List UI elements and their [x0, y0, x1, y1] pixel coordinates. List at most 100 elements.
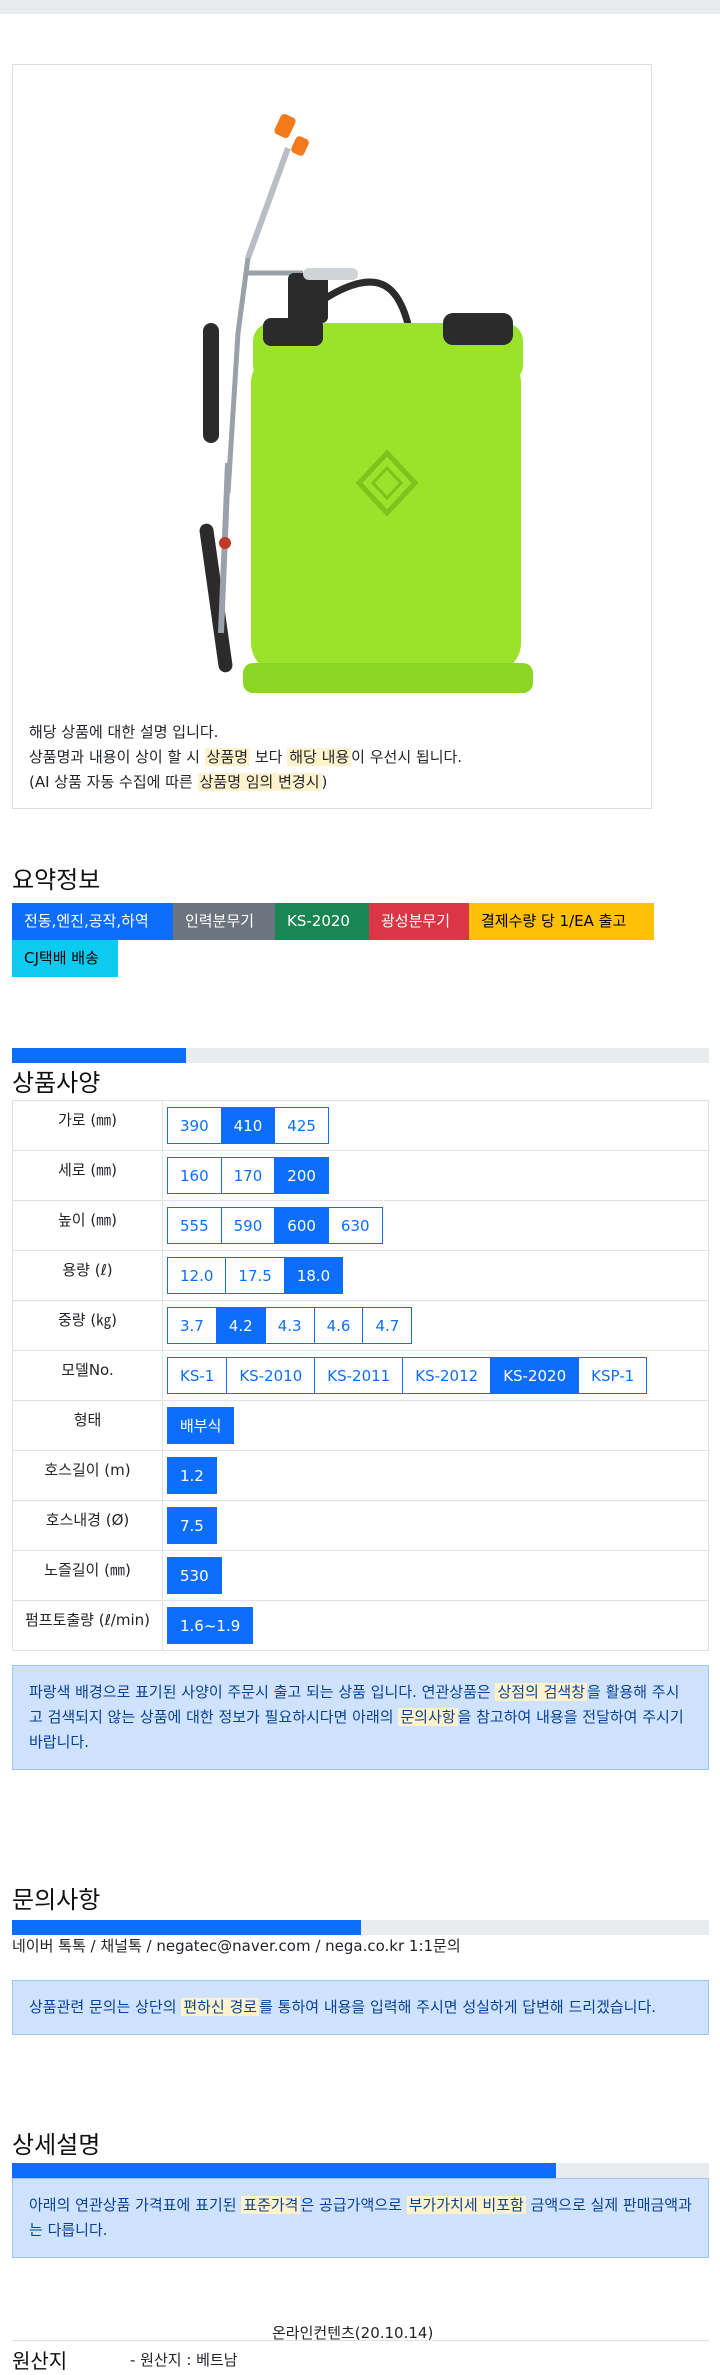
- spec-option-button[interactable]: 4.7: [362, 1307, 413, 1344]
- spec-option-button[interactable]: KS-2010: [226, 1357, 316, 1394]
- notice-text: 를 통하여 내용을 입력해 주시면 성실하게 답변해 드리겠습니다.: [259, 1998, 657, 2016]
- spec-option-button[interactable]: 200: [274, 1157, 329, 1194]
- spec-options-cell: 12.0 17.5 18.0: [162, 1250, 709, 1301]
- specs-title: 상품사양: [12, 1069, 101, 1097]
- spec-option-button[interactable]: 390: [167, 1107, 222, 1144]
- notice-text: 아래의 연관상품 가격표에 표기된: [29, 2196, 242, 2214]
- spec-options: 1.2: [163, 1457, 708, 1494]
- notice-highlight: 문의사항: [398, 1708, 458, 1726]
- spec-label: 모델No.: [12, 1350, 163, 1401]
- spec-option-button[interactable]: 3.7: [167, 1307, 217, 1344]
- contact-links[interactable]: 네이버 톡톡 / 채널톡 / negatec@naver.com / nega.…: [12, 1937, 461, 1955]
- desc-text: 보다: [250, 748, 288, 766]
- spec-label: 펌프토출량 (ℓ/min): [12, 1600, 163, 1651]
- spec-options-cell: KS-1 KS-2010 KS-2011 KS-2012 KS-2020 KSP-1: [162, 1350, 709, 1401]
- spec-options: 390 410 425: [163, 1107, 708, 1144]
- spec-row: 호스내경 (Ø) 7.5: [12, 1500, 709, 1551]
- detail-progress: [12, 2163, 709, 2178]
- desc-highlight: 해당 내용: [287, 748, 352, 766]
- spec-option-button[interactable]: 4.2: [215, 1307, 266, 1344]
- badge-shipping[interactable]: CJ택배 배송: [12, 940, 118, 977]
- spec-label: 가로 (㎜): [12, 1100, 163, 1151]
- sprayer-product-image: [199, 113, 533, 693]
- summary-title: 요약정보: [12, 866, 101, 894]
- notice-text: 을 참고하여 내용을 전달하여 주시기 바랍니다.: [29, 1708, 684, 1751]
- notice-highlight: 상점의 검색창: [495, 1683, 588, 1701]
- top-bar: [0, 0, 720, 14]
- spec-options: KS-1 KS-2010 KS-2011 KS-2012 KS-2020 KSP-1: [163, 1357, 708, 1394]
- spec-option-button[interactable]: KS-2012: [402, 1357, 492, 1394]
- spec-label: 형태: [12, 1400, 163, 1451]
- detail-title: 상세설명: [12, 2131, 101, 2159]
- spec-options-cell: 3.7 4.2 4.3 4.6 4.7: [162, 1300, 709, 1351]
- content-credit: 온라인컨텐츠(20.10.14): [272, 2324, 434, 2342]
- spec-option-button[interactable]: KS-2011: [314, 1357, 404, 1394]
- spec-options-cell: 160 170 200: [162, 1150, 709, 1201]
- spec-option-button[interactable]: 1.6~1.9: [167, 1607, 254, 1644]
- inquiry-title: 문의사항: [12, 1886, 101, 1914]
- detail-progress-fill: [12, 2163, 556, 2178]
- badge-model[interactable]: KS-2020: [275, 903, 369, 940]
- inquiry-progress-fill: [12, 1920, 361, 1935]
- spec-option-button[interactable]: 600: [274, 1207, 329, 1244]
- desc-line-3: (AI 상품 자동 수집에 따른 상품명 임의 변경시): [29, 770, 462, 795]
- spec-label: 호스내경 (Ø): [12, 1500, 163, 1551]
- spec-option-button[interactable]: 1.2: [167, 1457, 217, 1494]
- desc-highlight: 상품명: [204, 748, 251, 766]
- badge-brand[interactable]: 광성분무기: [369, 903, 469, 940]
- spec-notice: 파랑색 배경으로 표기된 사양이 주문시 출고 되는 상품 입니다. 연관상품은…: [12, 1665, 709, 1770]
- spec-options: 12.0 17.5 18.0: [163, 1257, 708, 1294]
- spec-label: 용량 (ℓ): [12, 1250, 163, 1301]
- spec-row: 중량 (㎏) 3.7 4.2 4.3 4.6 4.7: [12, 1300, 709, 1351]
- spec-row: 용량 (ℓ) 12.0 17.5 18.0: [12, 1250, 709, 1301]
- desc-highlight: 상품명 임의 변경시: [197, 773, 322, 791]
- spec-row: 펌프토출량 (ℓ/min) 1.6~1.9: [12, 1600, 709, 1651]
- spec-option-button[interactable]: 4.6: [313, 1307, 364, 1344]
- badge-quantity[interactable]: 결제수량 당 1/EA 출고: [469, 903, 654, 940]
- spec-options: 3.7 4.2 4.3 4.6 4.7: [163, 1307, 708, 1344]
- spec-option-button[interactable]: 170: [220, 1157, 276, 1194]
- specs-progress: [12, 1048, 709, 1063]
- spec-options: 7.5: [163, 1507, 708, 1544]
- detail-notice: 아래의 연관상품 가격표에 표기된 표준가격 은 공급가액으로 부가가치세 비포함…: [12, 2178, 709, 2258]
- spec-option-button[interactable]: KSP-1: [578, 1357, 648, 1394]
- desc-text: 이 우선시 됩니다.: [351, 748, 463, 766]
- spec-options: 배부식: [163, 1407, 708, 1444]
- spec-label: 세로 (㎜): [12, 1150, 163, 1201]
- spec-table: 가로 (㎜) 390 410 425 세로 (㎜) 160 170 200 높이 (㎜) 555 5…: [12, 1100, 709, 1651]
- desc-text: ): [321, 773, 328, 791]
- spec-option-button[interactable]: 590: [220, 1207, 276, 1244]
- spec-row: 노즐길이 (㎜) 530: [12, 1550, 709, 1601]
- notice-highlight: 부가가치세 비포함: [406, 2196, 526, 2214]
- spec-option-button[interactable]: 18.0: [283, 1257, 344, 1294]
- spec-option-button[interactable]: KS-1: [167, 1357, 228, 1394]
- spec-label: 높이 (㎜): [12, 1200, 163, 1251]
- spec-options: 530: [163, 1557, 708, 1594]
- badge-type[interactable]: 인력분무기: [173, 903, 275, 940]
- spec-option-button[interactable]: 530: [167, 1557, 222, 1594]
- spec-option-button[interactable]: 410: [220, 1107, 276, 1144]
- desc-text: (AI 상품 자동 수집에 따른: [29, 773, 198, 791]
- notice-text: 을 활용해 주시고 검색되지 않는 상품에 대한 정보가 필요하시다면 아래의: [29, 1683, 680, 1726]
- spec-option-button[interactable]: 배부식: [167, 1407, 235, 1444]
- notice-text: 금액으로 실제 판매금액과는 다릅니다.: [29, 2196, 692, 2239]
- notice-highlight: 표준가격: [241, 2196, 301, 2214]
- spec-option-button[interactable]: 4.3: [264, 1307, 315, 1344]
- badge-category[interactable]: 전동,엔진,공작,하역: [12, 903, 173, 940]
- spec-option-button[interactable]: 425: [274, 1107, 329, 1144]
- spec-option-button[interactable]: 7.5: [167, 1507, 217, 1544]
- notice-text: 은 공급가액으로: [300, 2196, 407, 2214]
- spec-options-cell: 1.2: [162, 1450, 709, 1501]
- specs-progress-fill: [12, 1048, 187, 1063]
- spec-option-button[interactable]: 17.5: [225, 1257, 285, 1294]
- spec-option-button[interactable]: 160: [167, 1157, 222, 1194]
- spec-label: 중량 (㎏): [12, 1300, 163, 1351]
- origin-label: 원산지: [12, 2349, 68, 2373]
- inquiry-notice: 상품관련 문의는 상단의 편하신 경로 를 통하여 내용을 입력해 주시면 성실하…: [12, 1980, 709, 2035]
- desc-text: 상품명과 내용이 상이 할 시: [29, 748, 205, 766]
- spec-option-button[interactable]: 555: [167, 1207, 222, 1244]
- spec-option-button[interactable]: KS-2020: [490, 1357, 580, 1394]
- spec-option-button[interactable]: 630: [327, 1207, 383, 1244]
- inquiry-progress: [12, 1920, 709, 1935]
- spec-option-button[interactable]: 12.0: [167, 1257, 227, 1294]
